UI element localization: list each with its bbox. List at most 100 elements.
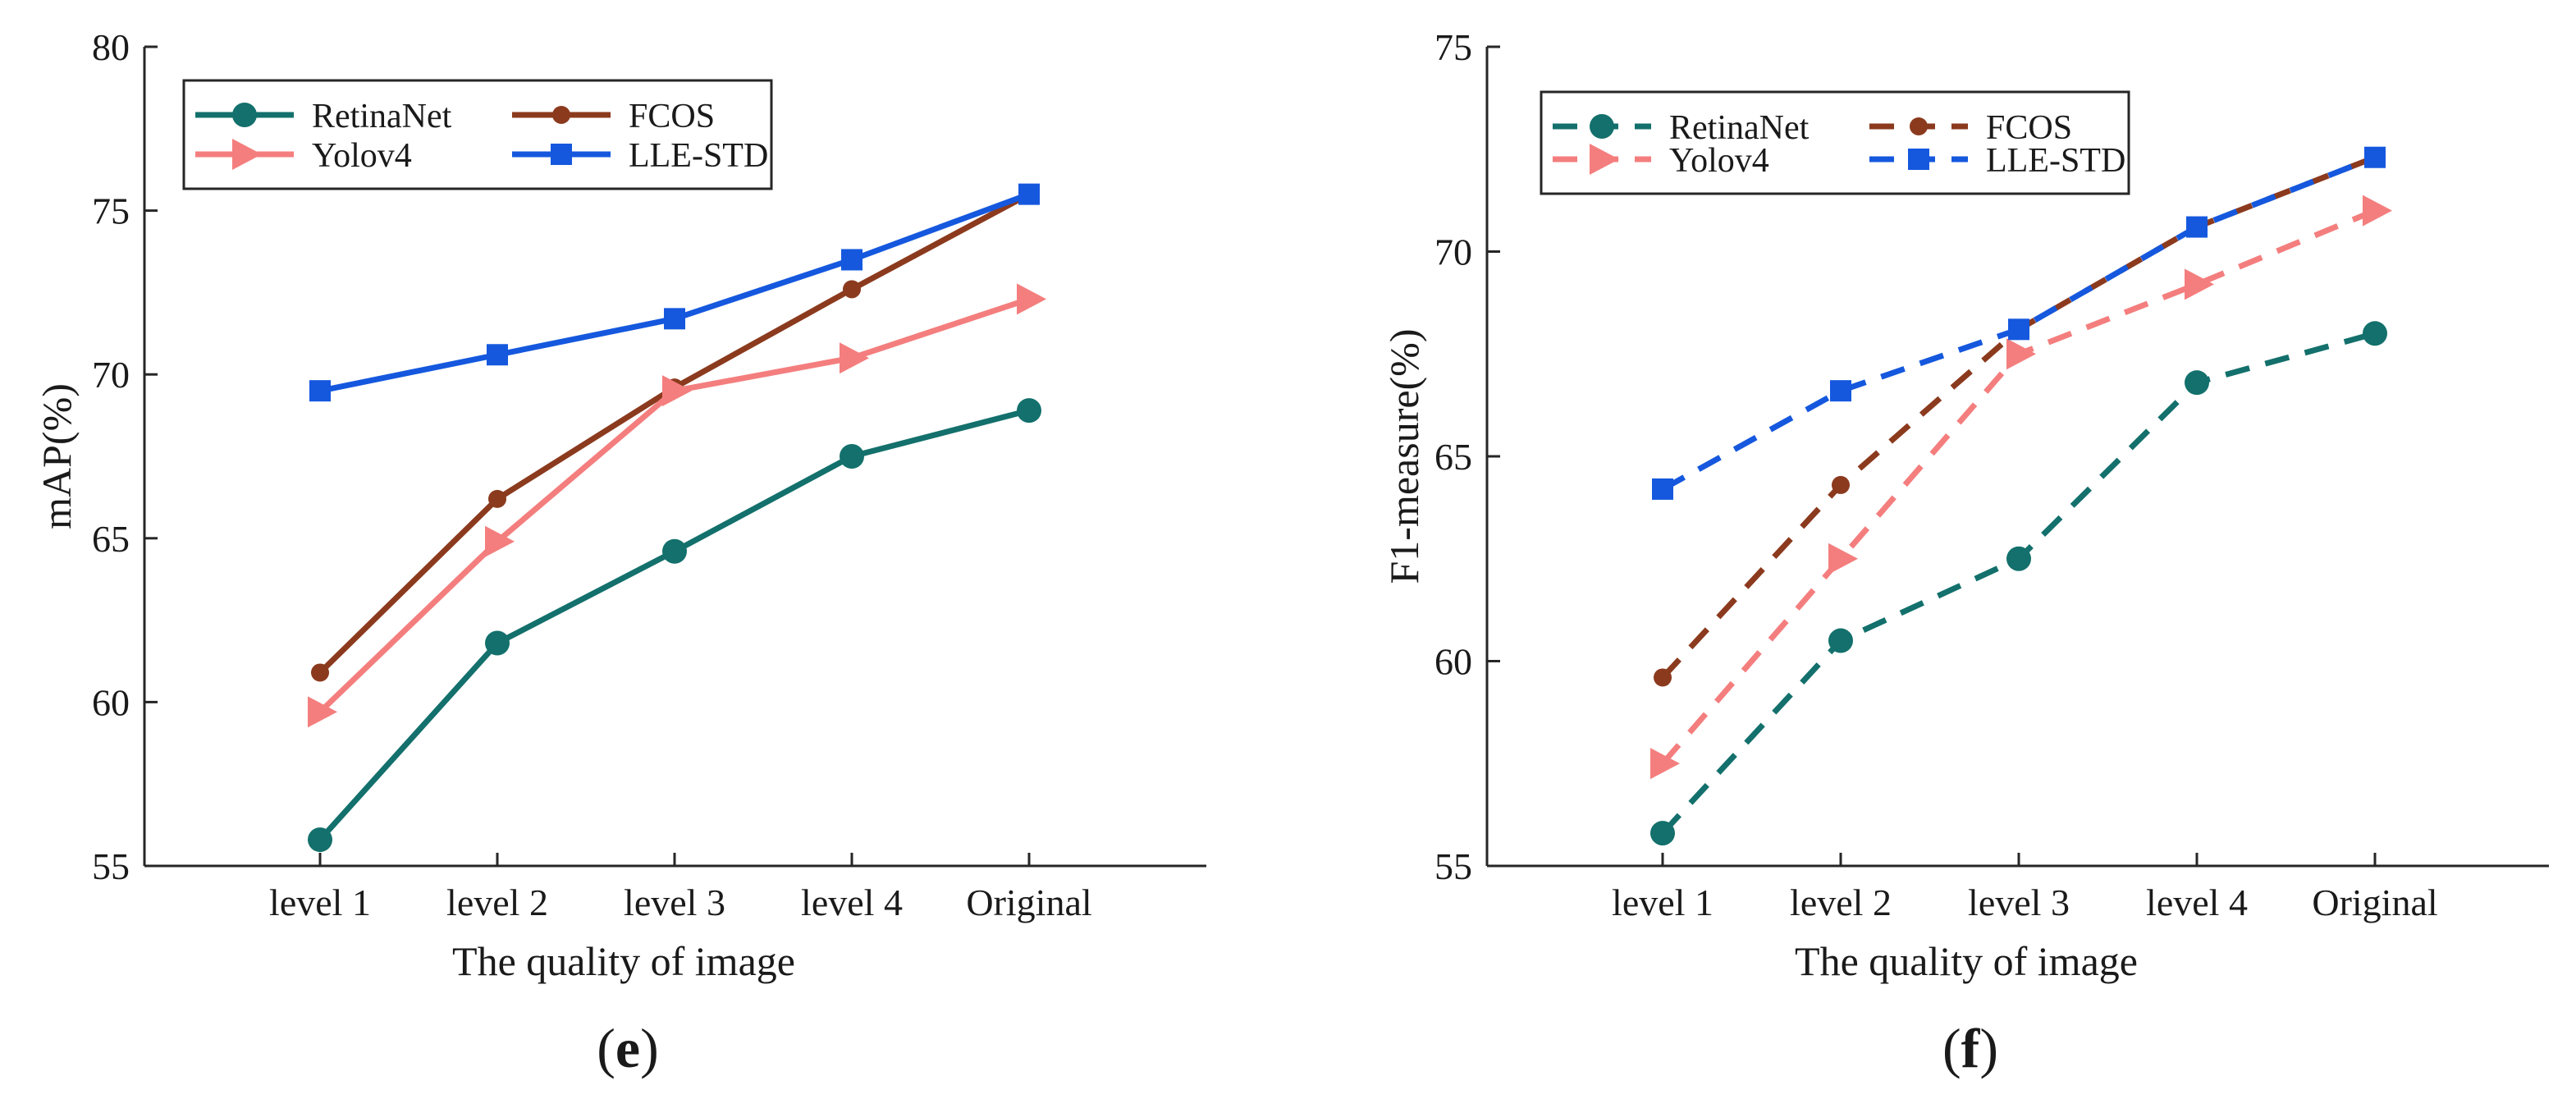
data-point: [2364, 146, 2386, 168]
data-point: [841, 249, 862, 271]
y-tick-label: 70: [92, 354, 130, 396]
data-point: [662, 538, 687, 564]
series-lle-std: [309, 183, 1040, 402]
series-line: [1660, 154, 2377, 680]
x-tick-label: level 3: [624, 881, 725, 923]
y-axis-title: mAP(%): [34, 383, 80, 529]
data-point: [2185, 268, 2214, 300]
legend-label: FCOS: [1986, 109, 2072, 147]
chart-panel-e: 55 60 65 70 75 80 level 1 level 2 level 3 level 4…: [34, 26, 1206, 1079]
legend-label: FCOS: [629, 98, 715, 135]
y-tick-label: 65: [92, 518, 130, 560]
legend-marker: [552, 106, 570, 124]
data-point: [1828, 543, 1858, 575]
data-point: [1018, 183, 1040, 205]
x-tick-label: Original: [966, 881, 1091, 923]
series-retinanet: [308, 398, 1041, 853]
legend-label: Yolov4: [312, 137, 412, 175]
legend-marker: [232, 103, 257, 127]
data-point: [311, 663, 329, 682]
data-point: [1830, 380, 1851, 402]
x-tick-label: level 1: [1612, 881, 1714, 923]
panel-label-open: (: [1942, 1017, 1961, 1079]
y-tick-label: 75: [92, 190, 130, 232]
legend-label: RetinaNet: [1669, 109, 1810, 147]
data-point: [840, 342, 869, 374]
legend: RetinaNet FCOS Yolov4 LLE-STD: [182, 79, 773, 190]
data-point: [1652, 478, 1673, 500]
legend-box: [1540, 90, 2130, 195]
data-point: [309, 380, 331, 402]
data-point: [488, 489, 506, 508]
y-tick-label: 65: [1434, 436, 1472, 478]
series-lle-std: [1652, 146, 2386, 500]
chart-panel-f: 55 60 65 70 75 level 1 level 2 level 3 level 4 Or…: [1381, 26, 2549, 1079]
panel-label-letter: f: [1961, 1017, 1981, 1079]
y-tick-label: 70: [1434, 231, 1472, 273]
data-point: [664, 308, 685, 330]
panel-label: (f): [1942, 1017, 1998, 1079]
series-retinanet: [1650, 321, 2387, 846]
y-tick-label: 60: [1434, 641, 1472, 683]
x-axis-title: The quality of image: [1795, 938, 2138, 984]
x-tick-label: level 4: [2146, 881, 2248, 923]
x-tick-label: Original: [2312, 881, 2437, 923]
data-point: [1828, 628, 1853, 653]
data-point: [662, 375, 692, 407]
legend-marker: [232, 139, 262, 170]
data-point: [1654, 668, 1672, 687]
panel-label-letter: e: [615, 1017, 640, 1079]
series-yolov4: [308, 283, 1046, 728]
series-line: [318, 407, 1030, 842]
panel-label-close: ): [1979, 1017, 1998, 1079]
legend: RetinaNet FCOS Yolov4 LLE-STD: [1540, 90, 2130, 195]
x-tick-label: level 4: [801, 881, 903, 923]
data-point: [1017, 283, 1046, 315]
legend-label: LLE-STD: [1986, 142, 2125, 180]
series-line: [1660, 330, 2376, 836]
panel-label: (e): [597, 1017, 659, 1079]
y-tick-label: 75: [1434, 26, 1472, 68]
data-point: [308, 827, 332, 853]
data-point: [1017, 398, 1041, 424]
panel-label-open: (: [597, 1017, 615, 1079]
data-point: [2186, 216, 2208, 238]
data-point: [1650, 748, 1680, 780]
legend-marker: [1590, 144, 1619, 175]
series-line: [318, 191, 1031, 675]
x-tick-label: level 2: [1790, 881, 1892, 923]
data-point: [2185, 370, 2209, 396]
y-tick-label: 60: [92, 681, 130, 723]
y-axis-title: F1-measure(%): [1381, 329, 1427, 584]
series-line: [318, 296, 1031, 714]
series-line: [1660, 208, 2377, 766]
legend-label: RetinaNet: [312, 98, 452, 135]
data-point: [485, 525, 515, 557]
data-point: [2006, 546, 2031, 571]
data-point: [1832, 475, 1850, 494]
legend-box: [182, 79, 773, 190]
series-line: [319, 191, 1031, 394]
panel-label-close: ): [640, 1017, 659, 1079]
data-point: [843, 280, 861, 299]
y-tick-label: 80: [92, 26, 130, 68]
legend-marker: [551, 144, 572, 165]
data-point: [1650, 821, 1675, 846]
data-point: [2006, 338, 2036, 370]
legend-marker: [1590, 114, 1614, 139]
legend-label: Yolov4: [1669, 142, 1769, 180]
data-point: [840, 444, 864, 469]
legend-label: LLE-STD: [629, 137, 768, 175]
legend-marker: [1910, 117, 1928, 135]
series-fcos: [1654, 148, 2384, 687]
legend-marker: [1908, 149, 1929, 170]
data-point: [487, 344, 508, 366]
x-axis-title: The quality of image: [452, 938, 795, 984]
data-point: [2008, 318, 2029, 341]
y-tick-label: 55: [1434, 845, 1472, 887]
data-point: [2363, 321, 2387, 346]
y-tick-label: 55: [92, 845, 130, 887]
x-tick-label: level 1: [269, 881, 371, 923]
data-point: [485, 630, 510, 656]
